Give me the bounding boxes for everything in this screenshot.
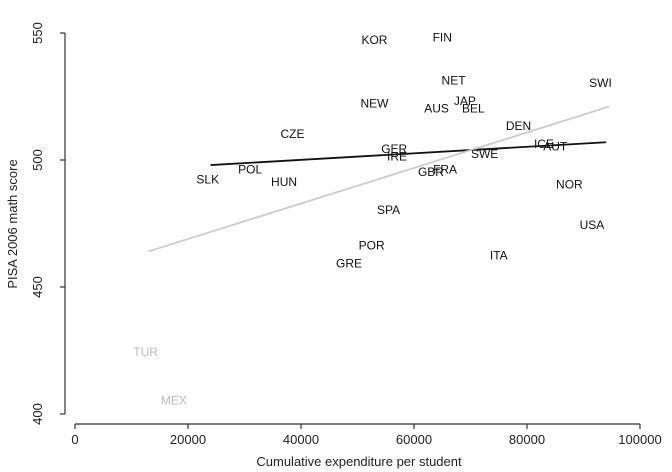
- data-point-swi: SWI: [589, 76, 612, 90]
- x-axis-label: Cumulative expenditure per student: [256, 454, 462, 469]
- x-tick-label: 80000: [509, 432, 545, 447]
- y-tick-label: 400: [30, 403, 45, 425]
- data-point-kor: KOR: [361, 33, 387, 47]
- data-point-hun: HUN: [271, 175, 297, 189]
- data-point-mex: MEX: [161, 393, 187, 407]
- data-point-jap: JAP: [454, 94, 476, 108]
- x-tick-label: 100000: [618, 432, 661, 447]
- data-point-ger: GER: [381, 142, 407, 156]
- data-point-pol: POL: [238, 162, 262, 176]
- data-point-nor: NOR: [556, 178, 583, 192]
- data-point-net: NET: [442, 73, 467, 87]
- data-point-fra: FRA: [433, 162, 457, 176]
- data-point-gbr: GBR: [418, 165, 444, 179]
- y-axis-label: PISA 2006 math score: [5, 159, 20, 288]
- x-tick-label: 20000: [170, 432, 206, 447]
- x-tick-label: 60000: [396, 432, 432, 447]
- data-point-gre: GRE: [336, 256, 362, 270]
- data-point-tur: TUR: [133, 345, 158, 359]
- x-tick-label: 0: [71, 432, 78, 447]
- data-point-aut: AUT: [543, 139, 568, 153]
- data-point-ita: ITA: [490, 249, 508, 263]
- data-point-swe: SWE: [471, 147, 498, 161]
- data-point-bel: BEL: [462, 101, 485, 115]
- fit-line-1: [210, 141, 607, 166]
- data-point-cze: CZE: [281, 127, 305, 141]
- data-point-usa: USA: [580, 218, 605, 232]
- data-point-aus: AUS: [424, 101, 449, 115]
- y-tick-label: 500: [30, 149, 45, 171]
- x-tick-label: 40000: [283, 432, 319, 447]
- data-point-new: NEW: [360, 96, 389, 110]
- data-point-fin: FIN: [433, 30, 452, 44]
- data-point-ice: ICE: [534, 137, 554, 151]
- axes: 0 20000 40000 60000 80000 100000 400 450 500 550: [30, 22, 662, 447]
- data-point-slk: SLK: [196, 172, 219, 186]
- y-tick-label: 550: [30, 22, 45, 44]
- data-point-ire: IRE: [387, 150, 407, 164]
- fit-line-2: [148, 105, 610, 253]
- data-point-den: DEN: [506, 119, 531, 133]
- y-tick-label: 450: [30, 276, 45, 298]
- data-point-spa: SPA: [377, 203, 400, 217]
- data-point-por: POR: [359, 239, 385, 253]
